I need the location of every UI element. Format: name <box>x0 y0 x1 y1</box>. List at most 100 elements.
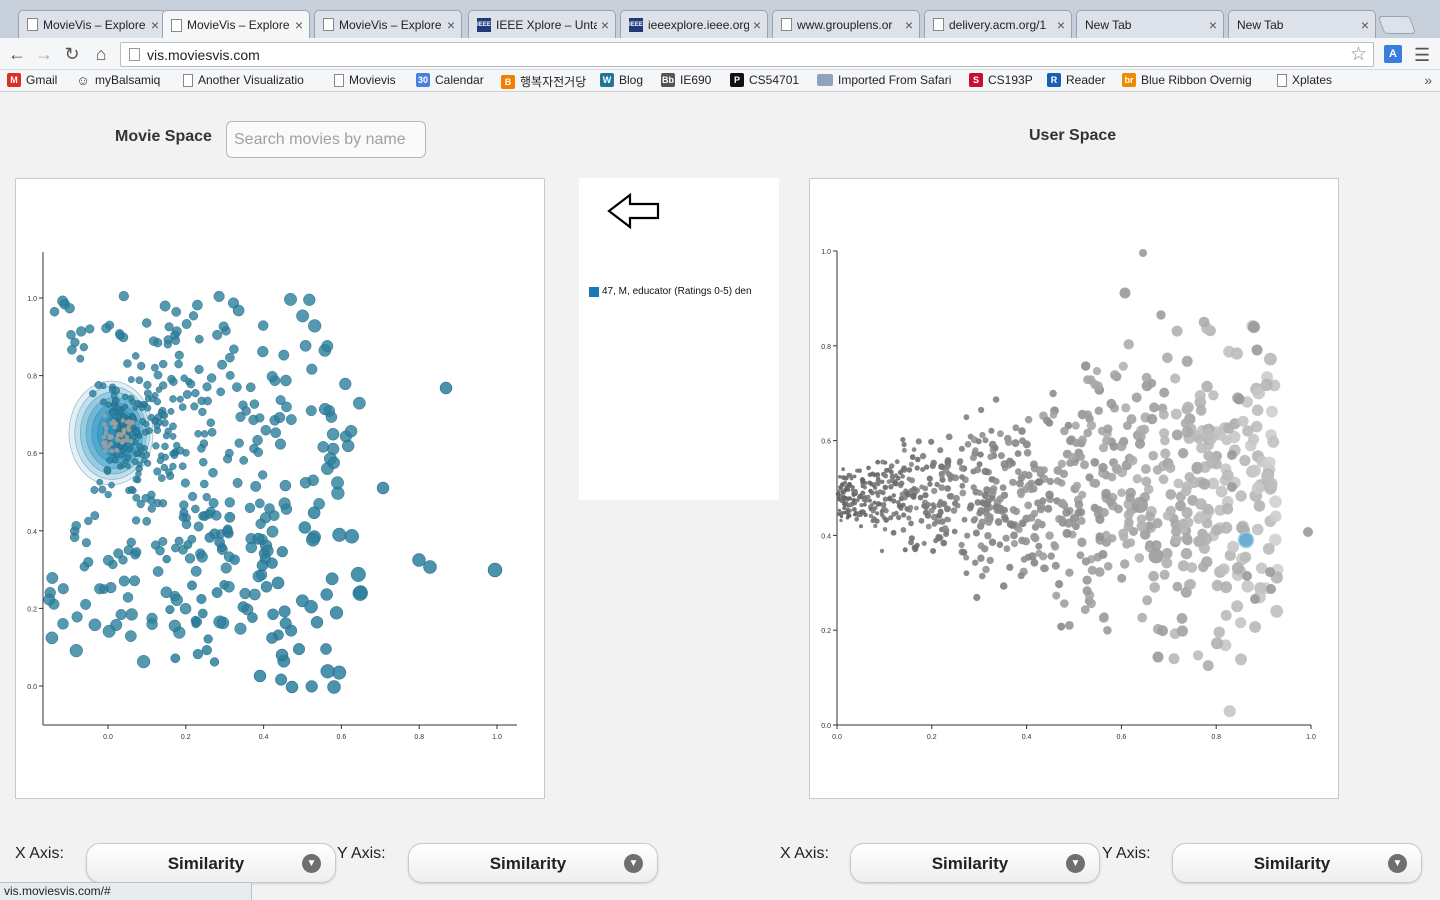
user-point[interactable] <box>1119 532 1129 542</box>
movie-point[interactable] <box>257 320 269 331</box>
user-point[interactable] <box>1269 533 1282 546</box>
user-point[interactable] <box>839 499 844 503</box>
user-point[interactable] <box>959 482 966 489</box>
user-point[interactable] <box>992 396 1000 403</box>
movie-point[interactable] <box>198 511 208 521</box>
user-point[interactable] <box>1005 438 1013 446</box>
tab-9[interactable]: New Tab × <box>1228 10 1376 38</box>
user-point[interactable] <box>987 453 994 461</box>
user-point[interactable] <box>994 504 1002 512</box>
user-point[interactable] <box>996 541 1004 548</box>
highlighted-movie-point[interactable] <box>111 419 116 424</box>
highlighted-movie-point[interactable] <box>114 436 120 442</box>
user-point[interactable] <box>1132 474 1142 484</box>
user-point[interactable] <box>1029 460 1038 469</box>
movie-point[interactable] <box>165 468 173 476</box>
movie-point[interactable] <box>110 392 118 399</box>
close-icon[interactable]: × <box>752 16 761 33</box>
movie-point[interactable] <box>194 430 202 438</box>
user-point[interactable] <box>953 494 960 502</box>
user-point[interactable] <box>970 484 977 491</box>
user-point[interactable] <box>976 461 983 468</box>
user-point[interactable] <box>1235 653 1247 666</box>
user-point[interactable] <box>1053 477 1062 485</box>
user-point[interactable] <box>1009 506 1018 514</box>
movie-point[interactable] <box>376 481 390 495</box>
user-point[interactable] <box>939 464 946 471</box>
movie-point[interactable] <box>187 580 197 591</box>
movie-point[interactable] <box>131 352 140 360</box>
movie-point[interactable] <box>152 442 160 450</box>
user-point[interactable] <box>1086 598 1096 609</box>
user-point[interactable] <box>972 515 979 522</box>
user-point[interactable] <box>875 511 880 516</box>
highlighted-movie-point[interactable] <box>101 434 107 440</box>
user-point[interactable] <box>882 496 889 502</box>
user-point[interactable] <box>1223 422 1235 434</box>
user-point[interactable] <box>1171 429 1183 441</box>
user-point[interactable] <box>944 462 951 469</box>
user-point[interactable] <box>1211 637 1223 650</box>
movie-point[interactable] <box>182 390 192 399</box>
user-point[interactable] <box>851 498 856 503</box>
user-point[interactable] <box>1266 405 1278 418</box>
movie-point[interactable] <box>423 560 437 574</box>
user-point[interactable] <box>1247 433 1260 445</box>
user-point[interactable] <box>1094 567 1105 577</box>
movie-point[interactable] <box>192 299 203 311</box>
user-point[interactable] <box>1119 287 1131 299</box>
user-point[interactable] <box>1057 622 1066 631</box>
user-point[interactable] <box>1254 582 1267 595</box>
highlighted-movie-point[interactable] <box>120 418 126 423</box>
user-point[interactable] <box>1211 579 1224 592</box>
user-point[interactable] <box>946 471 953 478</box>
movie-point[interactable] <box>155 386 163 393</box>
user-point[interactable] <box>1168 653 1180 665</box>
user-point[interactable] <box>1057 499 1066 508</box>
user-point[interactable] <box>1081 557 1090 566</box>
user-point[interactable] <box>898 480 905 487</box>
user-point[interactable] <box>1265 567 1275 577</box>
user-point[interactable] <box>915 438 922 445</box>
user-point[interactable] <box>1069 513 1079 523</box>
movie-point[interactable] <box>162 554 171 564</box>
user-point[interactable] <box>926 475 933 482</box>
user-point[interactable] <box>1057 459 1066 468</box>
user-point[interactable] <box>997 430 1004 438</box>
user-point[interactable] <box>1156 310 1166 320</box>
user-point[interactable] <box>925 523 932 530</box>
user-point[interactable] <box>914 465 920 471</box>
movie-point[interactable] <box>234 438 244 448</box>
movie-point[interactable] <box>141 445 148 452</box>
movie-point[interactable] <box>244 502 256 514</box>
movie-point[interactable] <box>132 475 140 483</box>
movie-point[interactable] <box>104 491 112 499</box>
movie-point[interactable] <box>241 406 251 416</box>
highlighted-movie-point[interactable] <box>103 430 109 436</box>
movie-point[interactable] <box>71 521 81 531</box>
user-point[interactable] <box>883 473 889 479</box>
movie-point[interactable] <box>305 405 317 417</box>
user-point[interactable] <box>1010 540 1019 548</box>
user-point[interactable] <box>875 472 881 478</box>
user-point[interactable] <box>1065 621 1074 630</box>
movie-point[interactable] <box>190 565 202 577</box>
user-point[interactable] <box>1123 510 1134 520</box>
movie-point[interactable] <box>118 575 130 587</box>
user-point[interactable] <box>1080 460 1089 470</box>
movie-point[interactable] <box>118 290 129 302</box>
user-point[interactable] <box>1139 424 1150 435</box>
movie-point[interactable] <box>160 463 168 472</box>
movie-point[interactable] <box>327 456 340 469</box>
user-point[interactable] <box>839 518 843 523</box>
user-point[interactable] <box>969 454 977 462</box>
arrow-left-icon[interactable] <box>607 192 661 230</box>
user-point[interactable] <box>1158 409 1169 420</box>
user-point[interactable] <box>1136 521 1147 532</box>
user-point[interactable] <box>1092 367 1102 376</box>
user-point[interactable] <box>1142 595 1153 606</box>
user-point[interactable] <box>1237 415 1249 427</box>
user-point[interactable] <box>1185 578 1196 590</box>
back-icon[interactable]: ← <box>8 44 26 64</box>
user-point[interactable] <box>986 556 994 565</box>
